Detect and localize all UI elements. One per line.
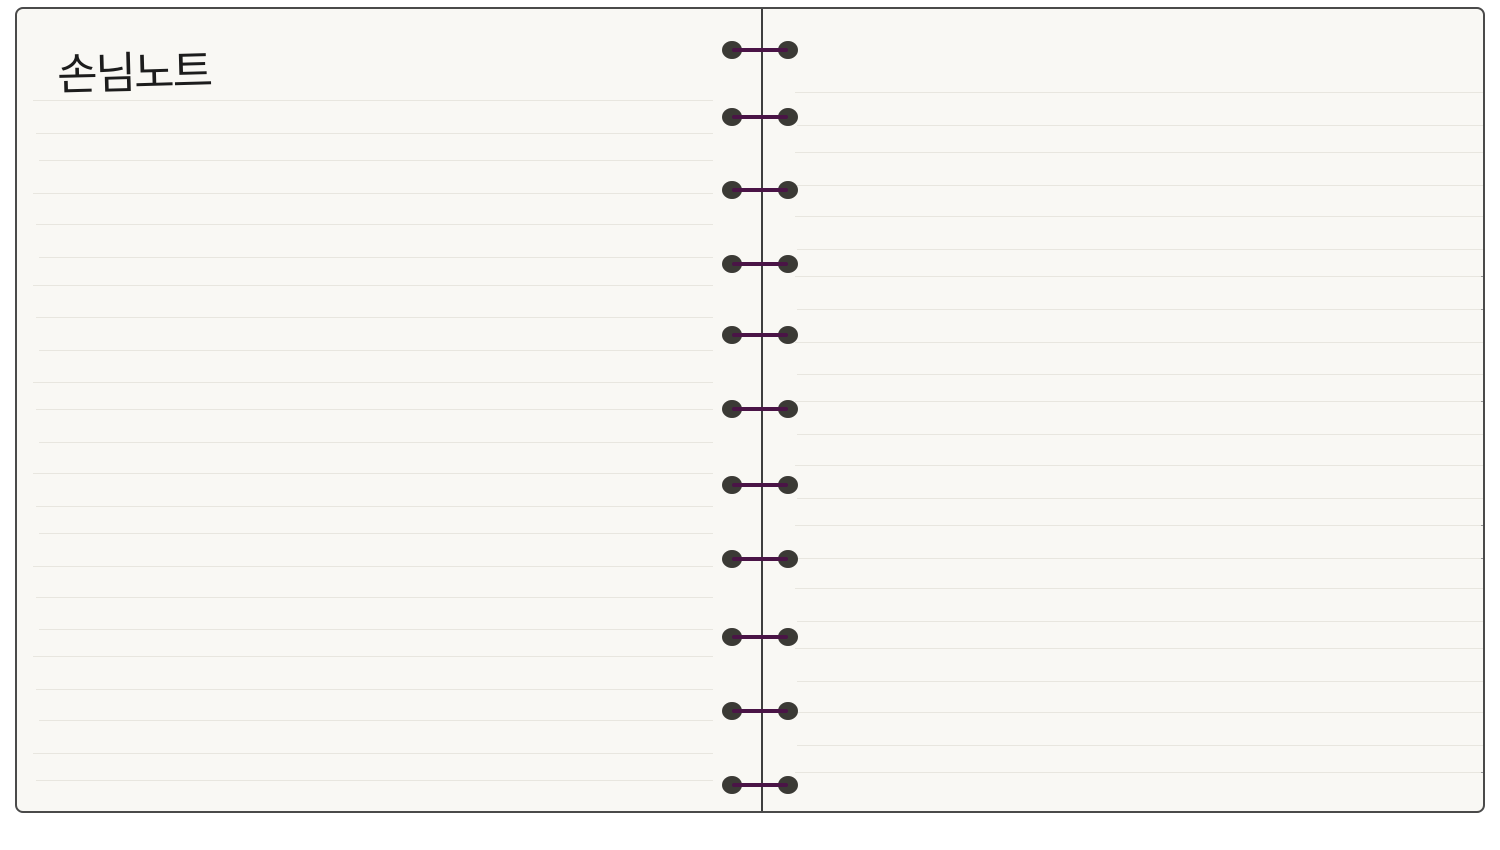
ring-hole-right [778,326,798,344]
ruled-line [33,285,713,286]
ring-hole-right [778,181,798,199]
ruled-line [795,216,1483,217]
ring-wire [732,635,788,639]
ruled-line [39,533,713,534]
spiral-ring-icon [722,702,798,722]
spiral-ring-icon [722,41,798,61]
ring-wire [732,783,788,787]
ruled-line [795,152,1483,153]
ruled-line [36,506,713,507]
ruled-line [797,249,1483,250]
notebook-title: 손님노트 [56,45,212,101]
left-page[interactable]: 손님노트 [17,9,761,811]
ruled-line [33,100,713,101]
ruled-line [797,374,1483,375]
ruled-line [795,401,1483,402]
ruled-line [795,712,1483,713]
ruled-line [39,629,713,630]
ruled-line [36,133,713,134]
ruled-line [33,566,713,567]
ring-hole-right [778,628,798,646]
ring-hole-right [778,550,798,568]
spiral-ring-icon [722,550,798,570]
edge-tick [1481,401,1483,402]
ruled-line [795,276,1483,277]
ruled-line [797,558,1483,559]
edge-tick [1481,309,1483,310]
ring-wire [732,115,788,119]
spiral-ring-icon [722,628,798,648]
ruled-line [795,92,1483,93]
ruled-line [33,193,713,194]
ruled-line [795,772,1483,773]
ruled-line [33,382,713,383]
ruled-line [33,473,713,474]
ruled-line [39,720,713,721]
ruled-line [797,681,1483,682]
edge-tick [1481,558,1483,559]
ruled-line [33,656,713,657]
edge-tick [1481,772,1483,773]
ruled-line [36,317,713,318]
ring-wire [732,188,788,192]
spiral-ring-icon [722,181,798,201]
edge-tick [1481,276,1483,277]
ruled-line [797,621,1483,622]
ring-wire [732,483,788,487]
ring-wire [732,333,788,337]
ring-wire [732,709,788,713]
ruled-line [797,309,1483,310]
spiral-ring-icon [722,476,798,496]
ring-wire [732,557,788,561]
ruled-line [39,442,713,443]
spiral-ring-icon [722,255,798,275]
ring-hole-right [778,255,798,273]
right-page[interactable] [763,9,1483,811]
ring-hole-right [778,476,798,494]
ruled-line [795,525,1483,526]
ruled-line [795,342,1483,343]
ring-hole-right [778,41,798,59]
ring-wire [732,262,788,266]
guest-notebook: 손님노트 [15,7,1485,813]
edge-tick [1481,525,1483,526]
ruled-line [36,780,713,781]
ring-hole-right [778,702,798,720]
ruled-line [797,185,1483,186]
ruled-line [36,689,713,690]
ruled-line [39,160,713,161]
ring-wire [732,48,788,52]
spiral-ring-icon [722,776,798,796]
ring-hole-right [778,400,798,418]
spiral-ring-icon [722,326,798,346]
ring-hole-right [778,776,798,794]
ruled-line [39,257,713,258]
ruled-line [797,434,1483,435]
ruled-line [797,125,1483,126]
ring-wire [732,407,788,411]
spiral-ring-icon [722,108,798,128]
ruled-line [36,409,713,410]
ruled-line [797,745,1483,746]
ruled-line [36,597,713,598]
ruled-line [795,465,1483,466]
ruled-line [795,648,1483,649]
spiral-ring-icon [722,400,798,420]
ring-hole-right [778,108,798,126]
ruled-line [795,588,1483,589]
ruled-line [33,753,713,754]
ruled-line [36,224,713,225]
ruled-line [797,498,1483,499]
ruled-line [39,350,713,351]
